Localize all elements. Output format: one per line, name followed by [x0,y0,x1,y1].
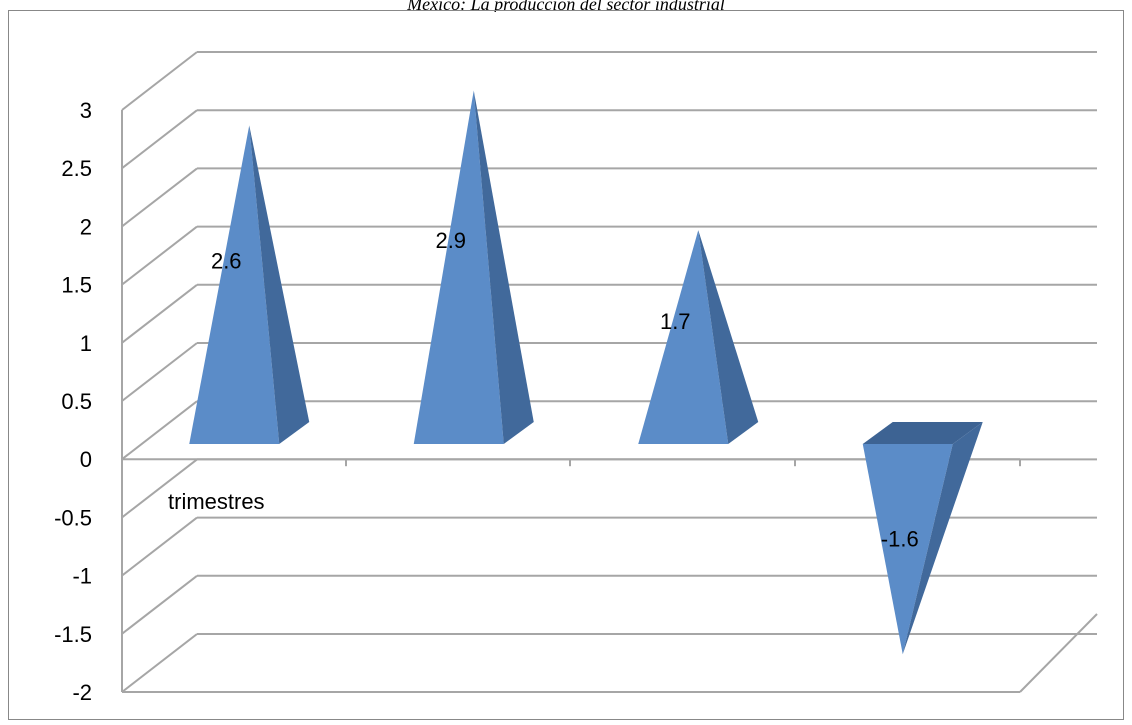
side-wall-line [121,51,198,111]
side-wall-line [121,633,198,693]
data-labels: 2.6 2.9 1.7 -1.6 [211,228,919,551]
y-tick-labels: 3 2.5 2 1.5 1 0.5 0 -0.5 -1 -1.5 -2 [54,98,92,705]
top-caption: México: La producción del sector industr… [407,0,725,12]
floor-right-edge [1019,613,1098,693]
y-tick-label: 0 [80,447,92,472]
x-axis-label: trimestres [168,489,265,514]
data-label: 1.7 [660,309,691,334]
y-tick-label: -2 [72,680,92,705]
y-tick-label: 3 [80,98,92,123]
bar-side-face [698,230,759,444]
y-tick-label: -1 [72,564,92,589]
side-wall-line [121,167,198,228]
y-tick-label: -1.5 [54,622,92,647]
side-wall-line [121,284,198,344]
data-label: -1.6 [881,526,919,551]
side-wall-line [121,225,198,286]
data-label: 2.6 [211,248,242,273]
side-wall-line [121,342,198,402]
chart-frame [8,10,1124,720]
bar-side-face [249,125,310,445]
bar-side-face [902,422,983,655]
bar-top-face [862,422,983,444]
bar-1 [189,125,310,445]
side-wall-line [121,109,198,169]
side-wall-line [121,400,198,460]
y-tick-label: 2.5 [61,156,92,181]
y-tick-label: 0.5 [61,389,92,414]
bar-front-face [862,444,953,655]
bar-3 [638,230,759,444]
bar-2 [413,90,534,444]
side-wall-line [121,458,198,519]
y-tick-label: -0.5 [54,505,92,530]
bar-4 [862,422,983,655]
data-label: 2.9 [435,228,466,253]
y-tick-label: 1.5 [61,273,92,298]
y-tick-label: 1 [80,331,92,356]
y-tick-label: 2 [80,214,92,239]
bars [189,90,983,655]
side-wall-line [121,575,198,635]
side-wall-line [121,516,198,577]
bar-side-face [473,90,534,444]
